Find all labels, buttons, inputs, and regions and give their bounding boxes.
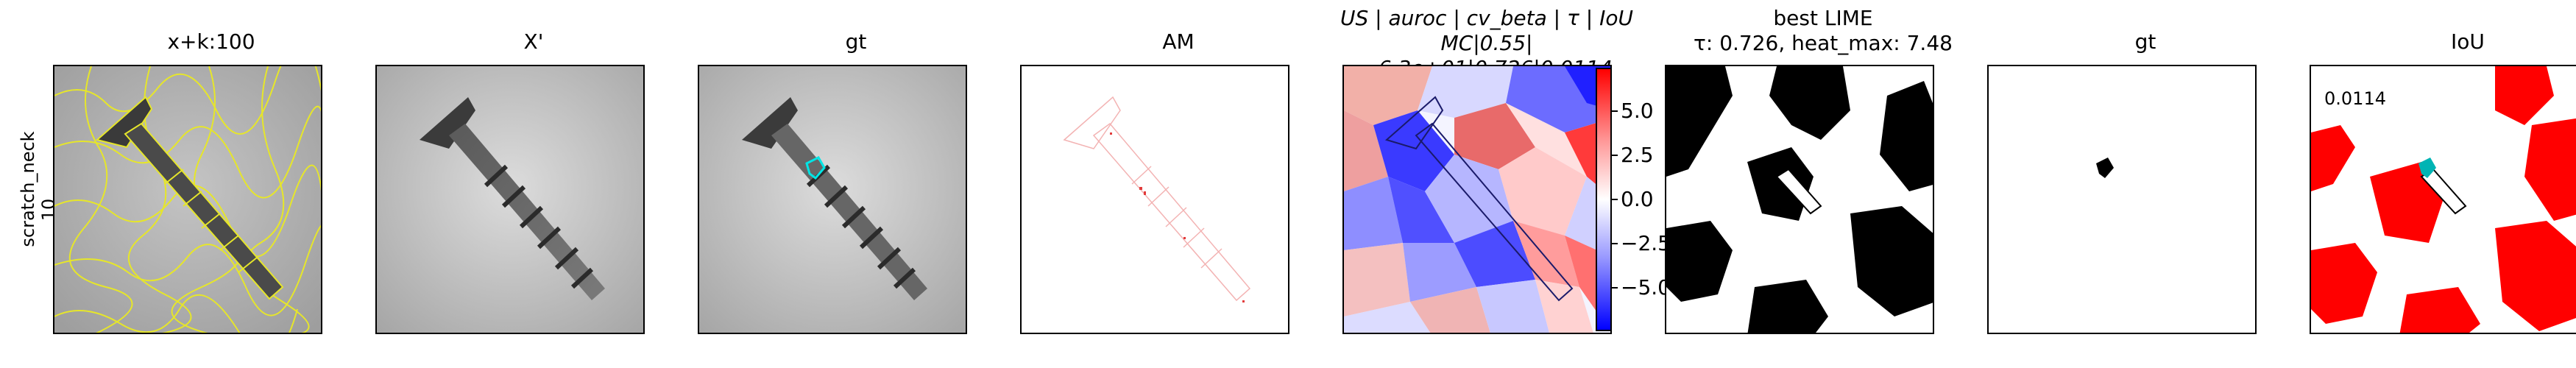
colorbar-tick-mark <box>1612 287 1618 289</box>
colorbar <box>1596 68 1612 331</box>
colorbar-tick-mark <box>1612 199 1618 200</box>
panel-title-6-line2: τ: 0.726, heat_max: 7.48 <box>1665 31 1981 56</box>
colorbar-tick-label: 5.0 <box>1621 101 1654 121</box>
panel-title-6-line1: best LIME <box>1665 6 1981 31</box>
colorbar-tick-mark <box>1612 110 1618 112</box>
colorbar-tick-label: −2.5 <box>1621 233 1671 254</box>
colorbar-tick-label: −5.0 <box>1621 277 1671 298</box>
panel-title-3: gt <box>698 29 1014 54</box>
colorbar-tick-mark <box>1612 243 1618 244</box>
panel-title-1: x+k:100 <box>53 29 369 54</box>
panel-title-8: IoU <box>2310 29 2576 54</box>
panel-title-7: gt <box>1987 29 2304 54</box>
colorbar-tick-mark <box>1612 155 1618 156</box>
input-image <box>375 65 645 334</box>
attention-map <box>1020 65 1289 334</box>
panel-title-4: AM <box>1020 29 1337 54</box>
segmentation-overlay-image <box>53 65 322 334</box>
colorbar-tick-label: 2.5 <box>1621 145 1654 166</box>
iou-value: 0.0114 <box>2324 88 2386 109</box>
ground-truth-mask <box>1987 65 2257 334</box>
heatmap <box>1342 65 1612 334</box>
panel-title-5-line1: US | auroc | cv_beta | τ | IoU <box>1317 6 1656 31</box>
iou-map: 0.0114 <box>2310 65 2576 334</box>
ground-truth-overlay-image <box>698 65 967 334</box>
row-label-line1: scratch_neck <box>18 116 38 263</box>
lime-mask <box>1665 65 1934 334</box>
colorbar-tick-label: 0.0 <box>1621 189 1654 210</box>
panel-title-6: best LIME τ: 0.726, heat_max: 7.48 <box>1665 6 1981 56</box>
panel-title-2: X' <box>375 29 692 54</box>
